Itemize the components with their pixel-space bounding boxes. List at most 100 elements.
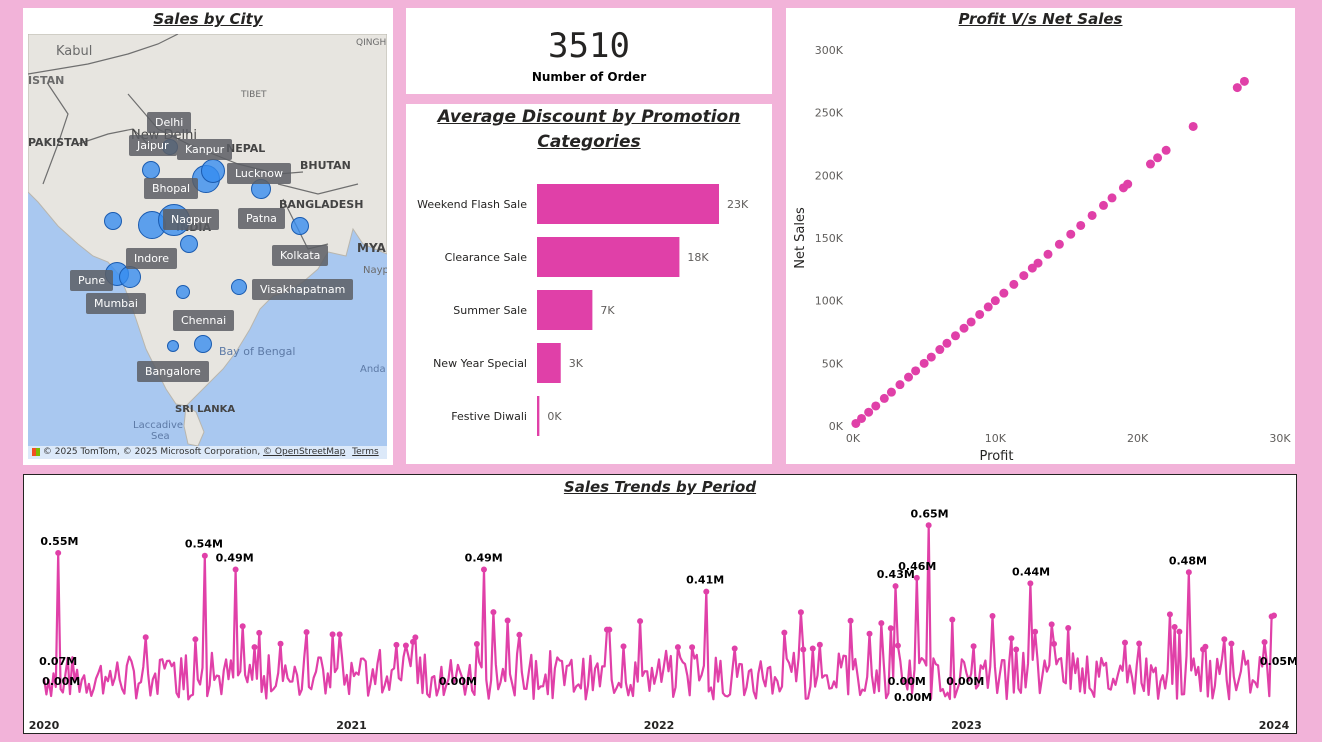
city-bubble[interactable] [176,285,190,299]
bar-data-label: 23K [727,198,749,211]
scatter-point [1232,83,1242,93]
map-basemap [28,34,387,459]
trend-point [232,566,239,573]
trend-point [620,643,627,650]
trend-point [800,646,807,653]
scatter-point [983,302,993,312]
scatter-point [1161,145,1171,155]
city-label-visakhapatnam[interactable]: Visakhapatnam [252,279,354,300]
trend-point [970,643,977,650]
bar-category-label: New Year Special [433,357,527,370]
city-label-pune[interactable]: Pune [70,270,114,291]
city-label-indore[interactable]: Indore [126,248,177,269]
scatter-point [1009,279,1019,289]
discount-title-line-1: Average Discount by Promotion [437,107,741,127]
peak-data-label: 0.43M [877,568,915,581]
scatter-point [999,288,1009,298]
scatter-point [926,352,936,362]
trend-point [887,625,894,632]
map-title: Sales by City [153,10,263,28]
trend-point [412,634,419,641]
city-label-kolkata[interactable]: Kolkata [272,245,329,266]
scatter-chart: 0K 50K 100K 150K 200K 250K 300K 0K 10K 20K 30K Prof… [793,44,1291,462]
city-label-bangalore[interactable]: Bangalore [137,361,209,382]
scatter-point [895,380,905,390]
trend-point [1013,646,1020,653]
city-label-kanpur[interactable]: Kanpur [177,139,233,160]
trend-point [1202,643,1209,650]
trend-point [606,626,613,633]
scatter-point [1188,121,1198,131]
trend-point [689,644,696,651]
city-label-patna[interactable]: Patna [238,208,285,229]
x-tick-label: 30K [1269,432,1291,445]
city-bubble[interactable] [194,335,212,353]
trend-point [809,645,816,652]
peak-data-label: 0.41M [686,574,724,587]
city-bubble[interactable] [138,211,166,239]
scatter-point [857,413,867,423]
peak-data-label: 0.65M [911,507,949,520]
trend-point [925,522,932,529]
city-label-delhi[interactable]: Delhi [147,112,192,133]
map-copyright: © 2025 TomTom, © 2025 Microsoft Corporat… [42,447,264,457]
city-bubble[interactable] [291,217,309,235]
scatter-point [1033,258,1043,268]
trend-point [797,609,804,616]
y-tick-label: 100K [815,295,844,308]
map-region-label: Kabul [56,44,93,59]
osm-link[interactable]: © OpenStreetMap [263,447,346,457]
scatter-point [1145,159,1155,169]
peak-data-label: 0.48M [1169,554,1207,567]
city-label-nagpur[interactable]: Nagpur [163,209,220,230]
city-label-lucknow[interactable]: Lucknow [227,163,292,184]
average-discount-card: Average Discount by Promotion Categories… [406,104,772,464]
scatter-point [919,358,929,368]
scatter-point [959,323,969,333]
low-data-label: 0.00M [439,675,477,688]
trend-point [1271,612,1277,619]
scatter-point [1153,153,1163,163]
map-region-label: ISTAN [28,74,65,87]
map-region-label: PAKISTAN [28,136,89,149]
map-region-label: Bay of Bengal [219,345,296,358]
city-bubble[interactable] [167,340,179,352]
scatter-point [904,372,914,382]
trend-point [410,638,416,645]
city-bubble[interactable] [180,235,198,253]
map-region-label: MYA [357,241,386,255]
number-of-order-card: 3510 Number of Order [406,8,772,94]
y-tick-label: 200K [815,169,844,182]
y-tick-label: 250K [815,107,844,120]
peak-data-label: 0.44M [1012,565,1050,578]
trend-point [731,645,738,652]
city-bubble[interactable] [104,212,122,230]
scatter-point [871,401,881,411]
city-label-bhopal[interactable]: Bhopal [144,178,199,199]
trend-point [1008,635,1015,642]
map-view[interactable]: Kabul QINGH ISTAN PAKISTAN TIBET New Del… [28,34,387,459]
trend-point [1261,639,1268,646]
peak-data-label: 0.49M [216,552,254,565]
city-label-jaipur[interactable]: Jaipur [129,135,177,156]
bar-category-label: Weekend Flash Sale [417,198,527,211]
scatter-point [1087,210,1097,220]
low-data-label: 0.00M [888,675,926,688]
scatter-point [1099,200,1109,210]
city-label-mumbai[interactable]: Mumbai [86,293,146,314]
trend-point [949,616,956,623]
trend-point [637,618,644,625]
map-region-label: BHUTAN [300,159,351,172]
x-year-label: 2023 [951,719,982,732]
scatter-point [1107,193,1117,203]
city-bubble[interactable] [119,266,141,288]
scatter-title: Profit V/s Net Sales [958,10,1123,28]
city-bubble[interactable] [231,279,247,295]
city-bubble[interactable] [201,159,225,183]
terms-link[interactable]: Terms [352,447,379,457]
peak-data-label: 0.49M [465,552,503,565]
x-tick-label: 10K [985,432,1007,445]
city-label-chennai[interactable]: Chennai [173,310,235,331]
x-year-label: 2022 [644,719,675,732]
city-bubble[interactable] [142,161,160,179]
